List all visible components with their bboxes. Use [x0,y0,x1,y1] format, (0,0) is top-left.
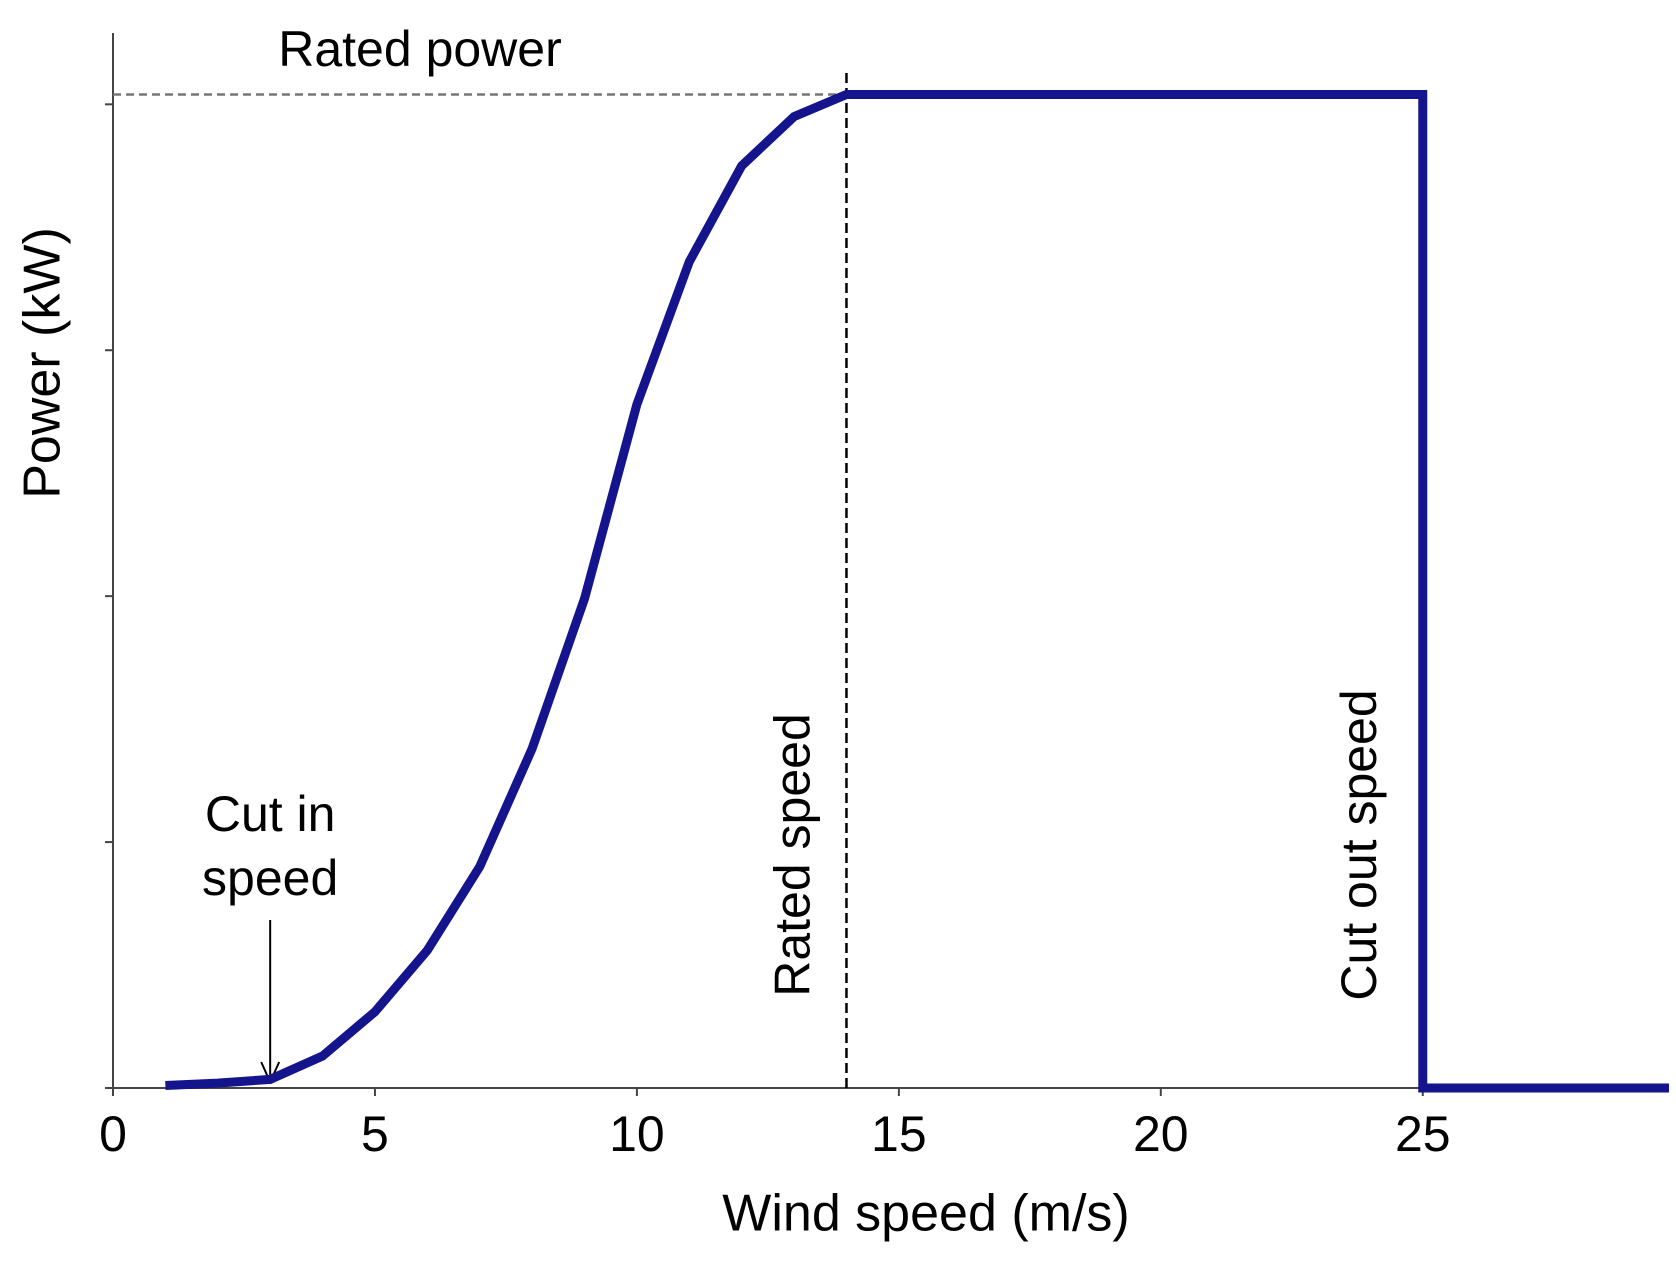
x-tick-label: 5 [361,1106,389,1162]
x-axis-title: Wind speed (m/s) [722,1185,1129,1243]
x-tick-label: 20 [1133,1106,1189,1162]
annotation: Cut out speed [1331,689,1387,1000]
x-tick-label: 0 [99,1106,127,1162]
annotation: Cut in [205,786,336,842]
x-tick-label: 25 [1395,1106,1451,1162]
y-axis-title: Power (kW) [14,227,72,499]
x-tick-label: 10 [609,1106,665,1162]
annotation: Rated power [278,21,562,77]
line-series [165,89,1669,1093]
annotation: Rated speed [765,713,821,997]
x-tick-label: 15 [871,1106,927,1162]
annotation: speed [202,850,338,906]
